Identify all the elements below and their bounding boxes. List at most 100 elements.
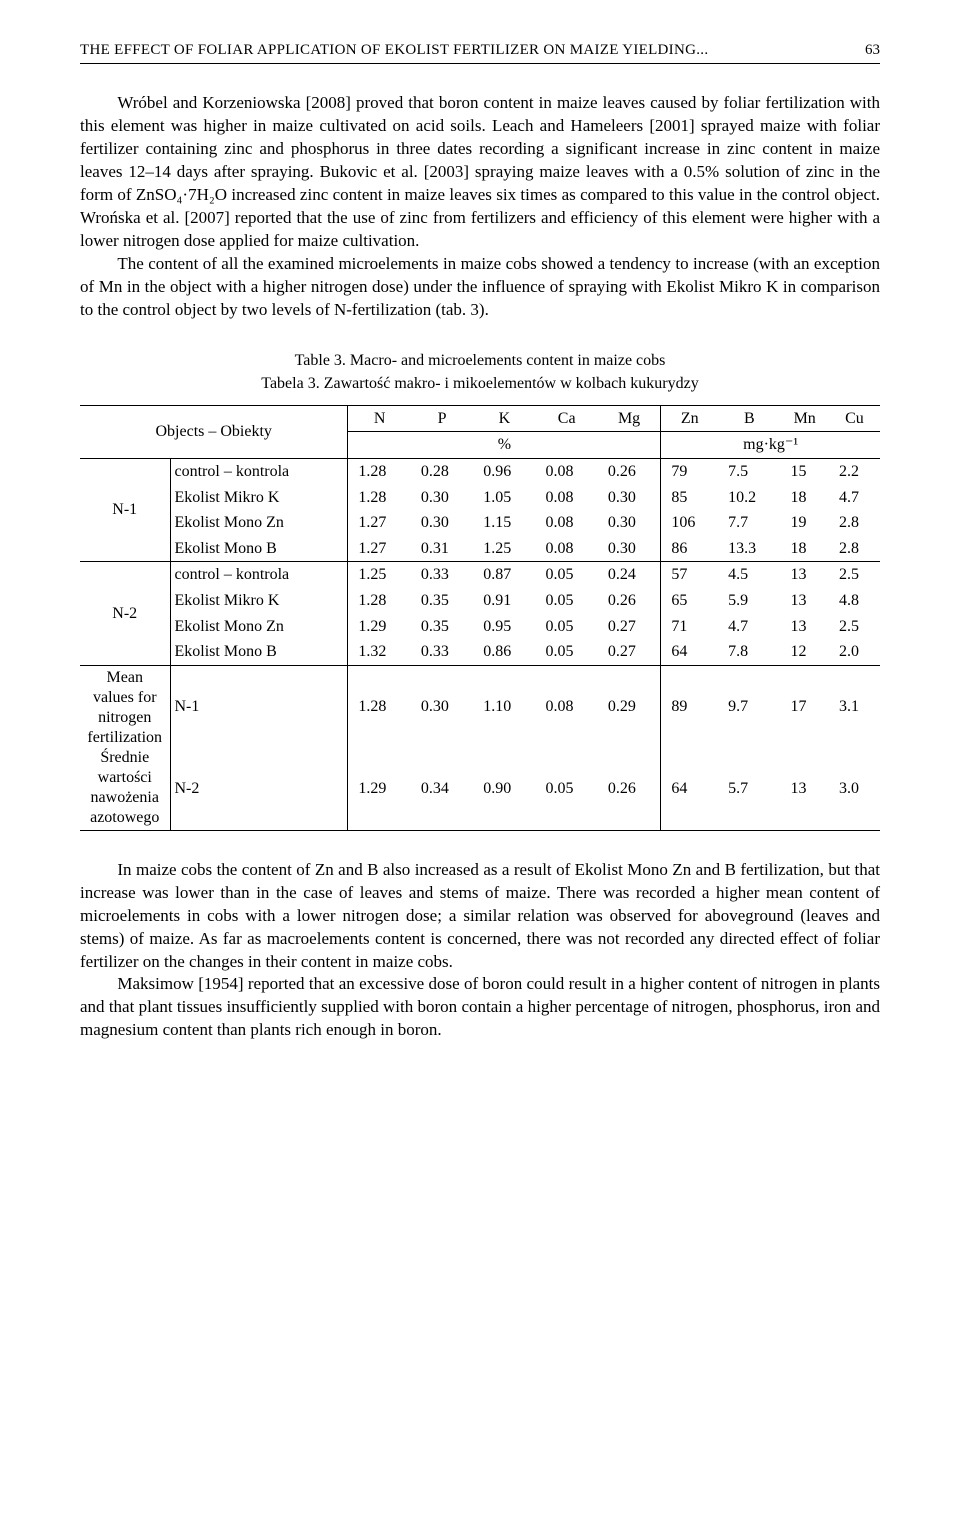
cell: 1.27 — [348, 536, 411, 562]
page-header: THE EFFECT OF FOLIAR APPLICATION OF EKOL… — [80, 40, 880, 64]
data-table: Objects – Obiekty N P K Ca Mg Zn B Mn Cu… — [80, 405, 880, 831]
treatment-cell: Ekolist Mikro K — [170, 485, 348, 511]
cell: 2.2 — [829, 459, 880, 485]
cell: 0.33 — [411, 562, 473, 588]
cell: 13 — [780, 614, 828, 640]
means-label: Mean values for nitrogen fertilization Ś… — [80, 665, 170, 830]
cell: 0.86 — [473, 639, 535, 665]
cell: 89 — [661, 665, 718, 748]
cell: 0.05 — [536, 748, 598, 831]
cell: 13 — [780, 562, 828, 588]
cell: 0.08 — [536, 536, 598, 562]
cell: 7.8 — [718, 639, 780, 665]
cell: 0.87 — [473, 562, 535, 588]
cell: 13 — [780, 748, 828, 831]
page-number: 63 — [865, 40, 880, 60]
cell: 0.08 — [536, 459, 598, 485]
cell: 85 — [661, 485, 718, 511]
cell: 13 — [780, 588, 828, 614]
running-head: THE EFFECT OF FOLIAR APPLICATION OF EKOL… — [80, 40, 708, 60]
cell: 1.28 — [348, 588, 411, 614]
group-label-n1: N-1 — [80, 459, 170, 562]
body-paragraph-4: Maksimow [1954] reported that an excessi… — [80, 973, 880, 1042]
cell: 86 — [661, 536, 718, 562]
group-label-n2: N-2 — [80, 562, 170, 665]
cell: 9.7 — [718, 665, 780, 748]
cell: 64 — [661, 748, 718, 831]
col-Zn: Zn — [661, 405, 718, 432]
cell: 7.7 — [718, 510, 780, 536]
cell: 1.15 — [473, 510, 535, 536]
cell: 1.25 — [473, 536, 535, 562]
cell: 106 — [661, 510, 718, 536]
treatment-cell: control – kontrola — [170, 562, 348, 588]
cell: 0.27 — [598, 614, 661, 640]
table-row: Mean values for nitrogen fertilization Ś… — [80, 665, 880, 748]
cell: 0.31 — [411, 536, 473, 562]
col-Cu: Cu — [829, 405, 880, 432]
body-paragraph-3: In maize cobs the content of Zn and B al… — [80, 859, 880, 974]
cell: 2.8 — [829, 536, 880, 562]
treatment-cell: N-1 — [170, 665, 348, 748]
cell: 1.27 — [348, 510, 411, 536]
cell: 64 — [661, 639, 718, 665]
col-P: P — [411, 405, 473, 432]
cell: 4.7 — [829, 485, 880, 511]
cell: 0.08 — [536, 665, 598, 748]
cell: 0.95 — [473, 614, 535, 640]
cell: 0.33 — [411, 639, 473, 665]
cell: 3.1 — [829, 665, 880, 748]
cell: 0.35 — [411, 588, 473, 614]
objects-header: Objects – Obiekty — [80, 405, 348, 458]
table-row: Ekolist Mikro K 1.28 0.35 0.91 0.05 0.26… — [80, 588, 880, 614]
cell: 0.05 — [536, 562, 598, 588]
table-row: Ekolist Mono B 1.32 0.33 0.86 0.05 0.27 … — [80, 639, 880, 665]
cell: 18 — [780, 485, 828, 511]
table-row: Ekolist Mikro K 1.28 0.30 1.05 0.08 0.30… — [80, 485, 880, 511]
cell: 0.29 — [598, 665, 661, 748]
treatment-cell: Ekolist Mono Zn — [170, 510, 348, 536]
cell: 0.27 — [598, 639, 661, 665]
table-row: Ekolist Mono Zn 1.29 0.35 0.95 0.05 0.27… — [80, 614, 880, 640]
cell: 1.29 — [348, 614, 411, 640]
col-Ca: Ca — [536, 405, 598, 432]
cell: 0.34 — [411, 748, 473, 831]
col-Mn: Mn — [780, 405, 828, 432]
cell: 0.90 — [473, 748, 535, 831]
cell: 0.30 — [598, 536, 661, 562]
cell: 0.26 — [598, 748, 661, 831]
unit-mgkg: mg·kg⁻¹ — [661, 432, 880, 459]
col-Mg: Mg — [598, 405, 661, 432]
cell: 1.10 — [473, 665, 535, 748]
cell: 0.05 — [536, 639, 598, 665]
cell: 71 — [661, 614, 718, 640]
cell: 0.28 — [411, 459, 473, 485]
cell: 2.5 — [829, 614, 880, 640]
cell: 0.30 — [598, 510, 661, 536]
unit-percent: % — [348, 432, 661, 459]
cell: 18 — [780, 536, 828, 562]
treatment-cell: Ekolist Mono B — [170, 536, 348, 562]
cell: 1.32 — [348, 639, 411, 665]
table-row: N-2 control – kontrola 1.25 0.33 0.87 0.… — [80, 562, 880, 588]
cell: 0.30 — [411, 485, 473, 511]
body-paragraph-1: Wróbel and Korzeniowska [2008] proved th… — [80, 92, 880, 253]
cell: 4.8 — [829, 588, 880, 614]
treatment-cell: Ekolist Mono Zn — [170, 614, 348, 640]
table-row: Ekolist Mono Zn 1.27 0.30 1.15 0.08 0.30… — [80, 510, 880, 536]
cell: 17 — [780, 665, 828, 748]
cell: 12 — [780, 639, 828, 665]
cell: 1.28 — [348, 665, 411, 748]
cell: 2.0 — [829, 639, 880, 665]
treatment-cell: N-2 — [170, 748, 348, 831]
col-N: N — [348, 405, 411, 432]
cell: 1.29 — [348, 748, 411, 831]
cell: 2.8 — [829, 510, 880, 536]
cell: 5.7 — [718, 748, 780, 831]
table-row: N-2 1.29 0.34 0.90 0.05 0.26 64 5.7 13 3… — [80, 748, 880, 831]
table-subcaption: Tabela 3. Zawartość makro- i mikoelement… — [80, 373, 880, 395]
cell: 65 — [661, 588, 718, 614]
cell: 13.3 — [718, 536, 780, 562]
cell: 1.28 — [348, 459, 411, 485]
cell: 0.08 — [536, 485, 598, 511]
